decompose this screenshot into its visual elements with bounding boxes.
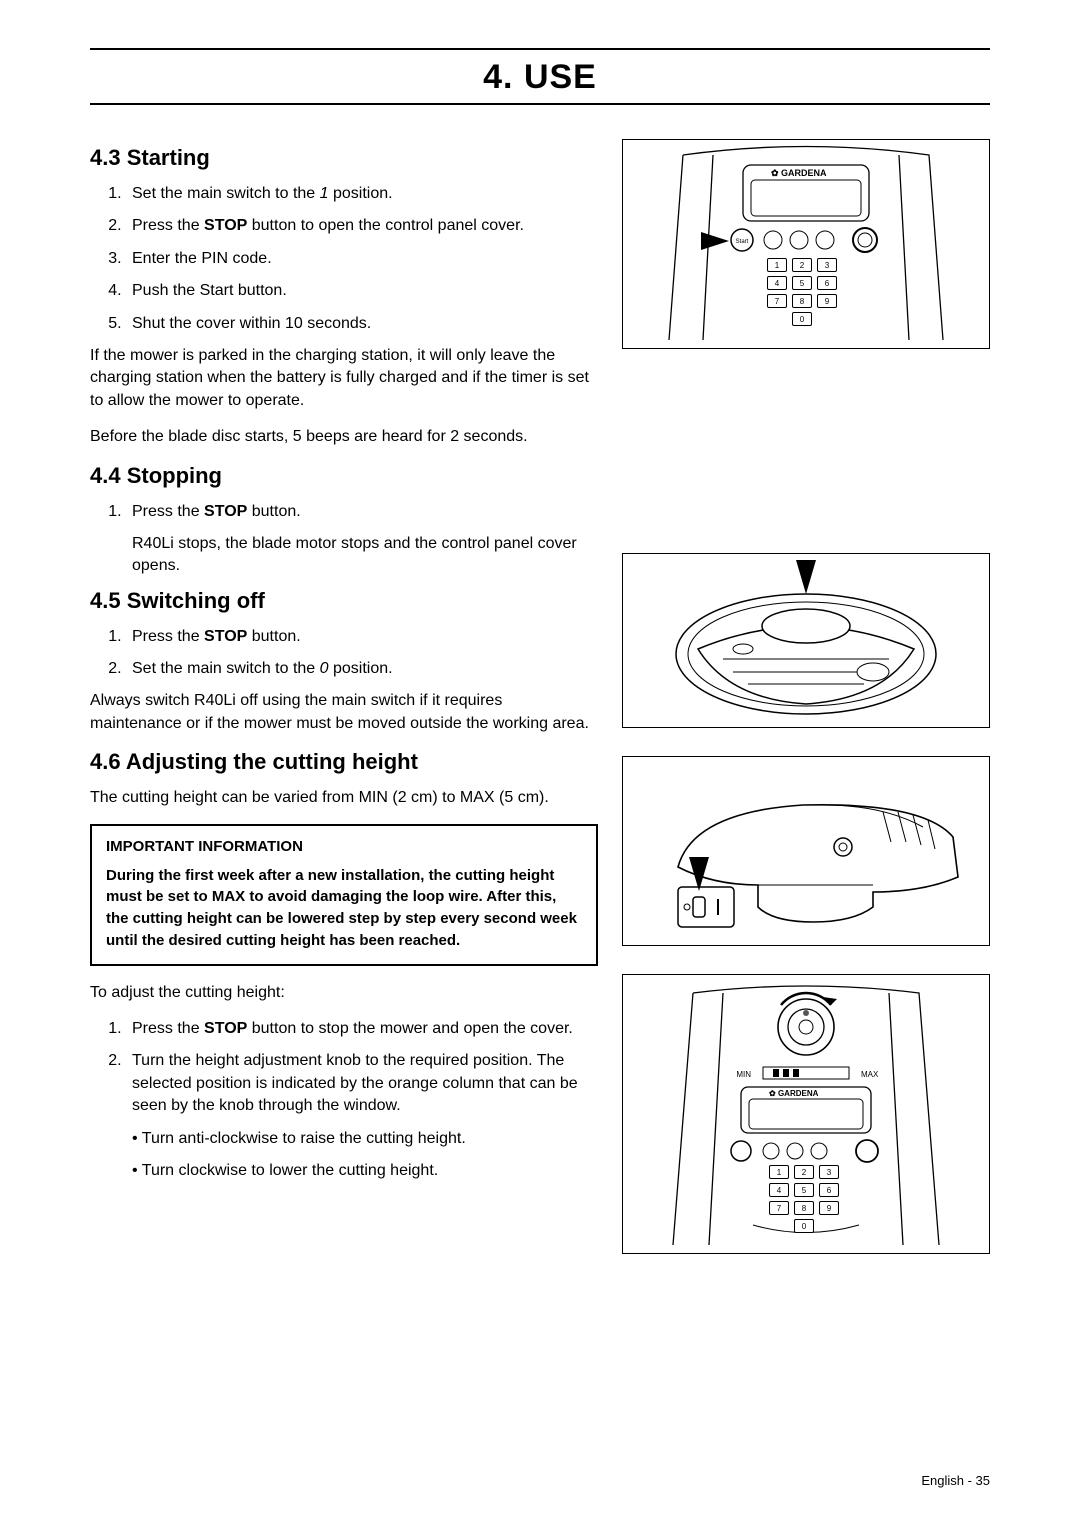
steps-4-4: Press the STOP button. [90,501,598,523]
rule-top [90,48,990,50]
list-item: Shut the cover within 10 seconds. [126,313,598,335]
figure-control-panel: Start ✿ GARDENA 123 456 789 0 [622,139,990,349]
key: 1 [767,258,787,272]
key: 0 [792,312,812,326]
min-label: MIN [736,1070,751,1079]
arrow-start-icon [701,232,729,250]
paragraph: The cutting height can be varied from MI… [90,787,598,809]
key: 6 [819,1183,839,1197]
paragraph: R40Li stops, the blade motor stops and t… [132,533,598,578]
key: 6 [817,276,837,290]
key: 9 [819,1201,839,1215]
figure-mower-stop [622,553,990,728]
list-item: Press the STOP button to stop the mower … [126,1018,598,1040]
steps-4-6: Press the STOP button to stop the mower … [90,1018,598,1182]
spacer [622,377,990,525]
paragraph: To adjust the cutting height: [90,982,598,1004]
keypad: 123 456 789 0 [767,258,837,330]
key: 7 [767,294,787,308]
key: 3 [819,1165,839,1179]
key: 8 [794,1201,814,1215]
paragraph: Always switch R40Li off using the main s… [90,690,598,735]
important-info-box: IMPORTANT INFORMATION During the first w… [90,824,598,966]
max-label: MAX [861,1070,879,1079]
heading-4-4: 4.4 Stopping [90,463,598,489]
list-item: Press the STOP button. [126,626,598,648]
list-item: Enter the PIN code. [126,248,598,270]
paragraph: Before the blade disc starts, 5 beeps ar… [90,426,598,448]
key: 3 [817,258,837,272]
page-footer: English - 35 [921,1473,990,1488]
brand-label: ✿ GARDENA [771,168,827,179]
list-item: Turn anti-clockwise to raise the cutting… [132,1128,598,1150]
info-title: IMPORTANT INFORMATION [106,838,582,855]
key: 7 [769,1201,789,1215]
heading-4-6: 4.6 Adjusting the cutting height [90,749,598,775]
key: 4 [769,1183,789,1197]
key: 0 [794,1219,814,1233]
text-column: 4.3 Starting Set the main switch to the … [90,139,598,1254]
arrow-switch-icon [689,857,709,891]
list-item: Press the STOP button to open the contro… [126,215,598,237]
key: 2 [794,1165,814,1179]
heading-4-5: 4.5 Switching off [90,588,598,614]
paragraph: If the mower is parked in the charging s… [90,345,598,412]
key: 1 [769,1165,789,1179]
key: 4 [767,276,787,290]
list-item: Press the STOP button. [126,501,598,523]
info-body: During the first week after a new instal… [106,865,582,952]
key: 5 [794,1183,814,1197]
key: 2 [792,258,812,272]
heading-4-3: 4.3 Starting [90,145,598,171]
key: 9 [817,294,837,308]
list-item: Set the main switch to the 1 position. [126,183,598,205]
figure-height-adjust: MIN MAX ✿ GARDENA 123 456 789 0 [622,974,990,1254]
keypad: 123 456 789 0 [769,1165,839,1237]
brand-label: ✿ GARDENA [769,1089,818,1098]
figure-column: Start ✿ GARDENA 123 456 789 0 [622,139,990,1254]
list-item: Push the Start button. [126,280,598,302]
figure-mower-side [622,756,990,946]
list-item: Turn the height adjustment knob to the r… [126,1050,598,1182]
key: 5 [792,276,812,290]
arrow-stop-icon [796,560,816,594]
key: 8 [792,294,812,308]
list-item: Set the main switch to the 0 position. [126,658,598,680]
steps-4-5: Press the STOP button. Set the main swit… [90,626,598,681]
mower-side-svg [623,757,989,946]
steps-4-3: Set the main switch to the 1 position. P… [90,183,598,335]
chapter-title: 4. USE [90,58,990,97]
rule-bottom [90,103,990,105]
start-label: Start [736,239,749,245]
list-item: Turn clockwise to lower the cutting heig… [132,1160,598,1182]
step-text: Turn the height adjustment knob to the r… [132,1052,578,1114]
